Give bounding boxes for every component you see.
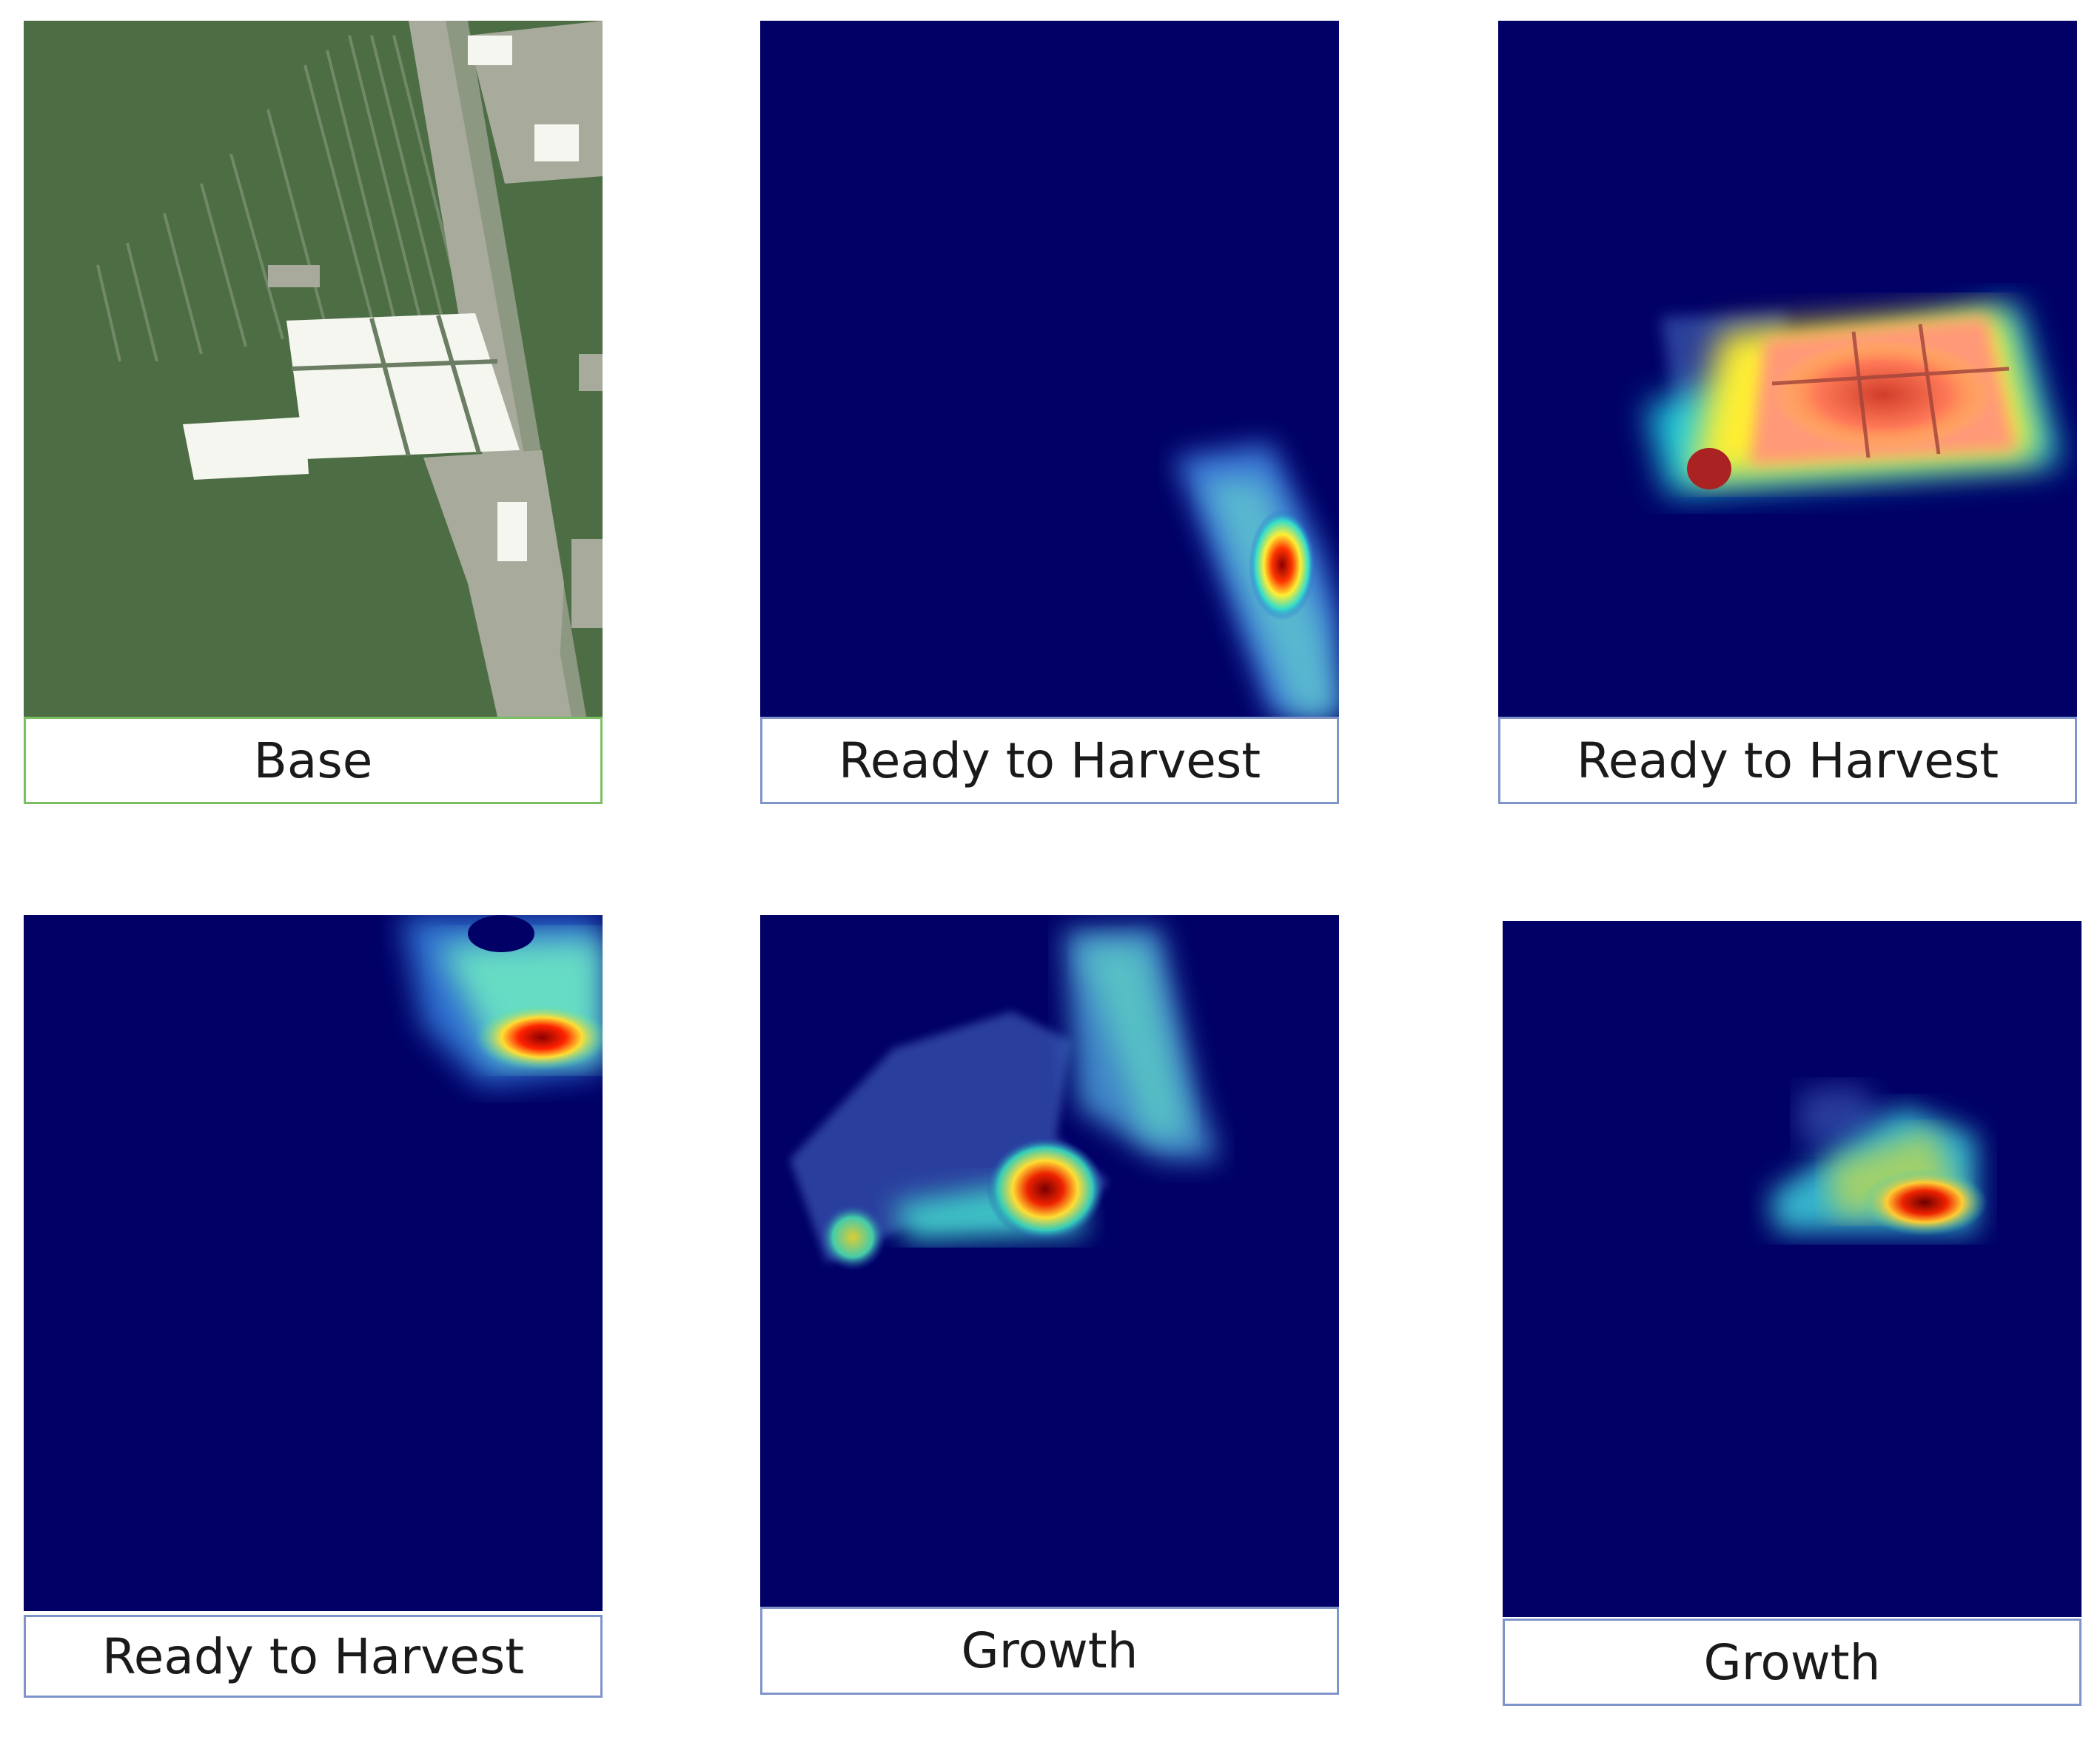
- base-map-image: [24, 21, 603, 717]
- panel-label: Growth: [760, 1607, 1339, 1695]
- panel-label: Growth: [1503, 1619, 2081, 1706]
- panel-label: Ready to Harvest: [1498, 717, 2077, 804]
- heatmap-image: [24, 915, 603, 1611]
- panel-ready-to-harvest-3: Ready to Harvest: [24, 915, 603, 1698]
- panel-label: Ready to Harvest: [24, 1615, 603, 1698]
- panel-ready-to-harvest-2: Ready to Harvest: [1498, 21, 2077, 804]
- panel-growth-2: Growth: [1503, 921, 2081, 1706]
- panel-growth-1: Growth: [760, 915, 1339, 1695]
- panel-label-base: Base: [24, 717, 603, 804]
- heatmap-image: [1498, 21, 2077, 717]
- heatmap-image: [760, 915, 1339, 1607]
- heatmap-image: [760, 21, 1339, 717]
- panel-ready-to-harvest-1: Ready to Harvest: [760, 21, 1339, 804]
- panel-base: Base: [24, 21, 603, 804]
- heatmap-image: [1503, 921, 2081, 1617]
- panel-label: Ready to Harvest: [760, 717, 1339, 804]
